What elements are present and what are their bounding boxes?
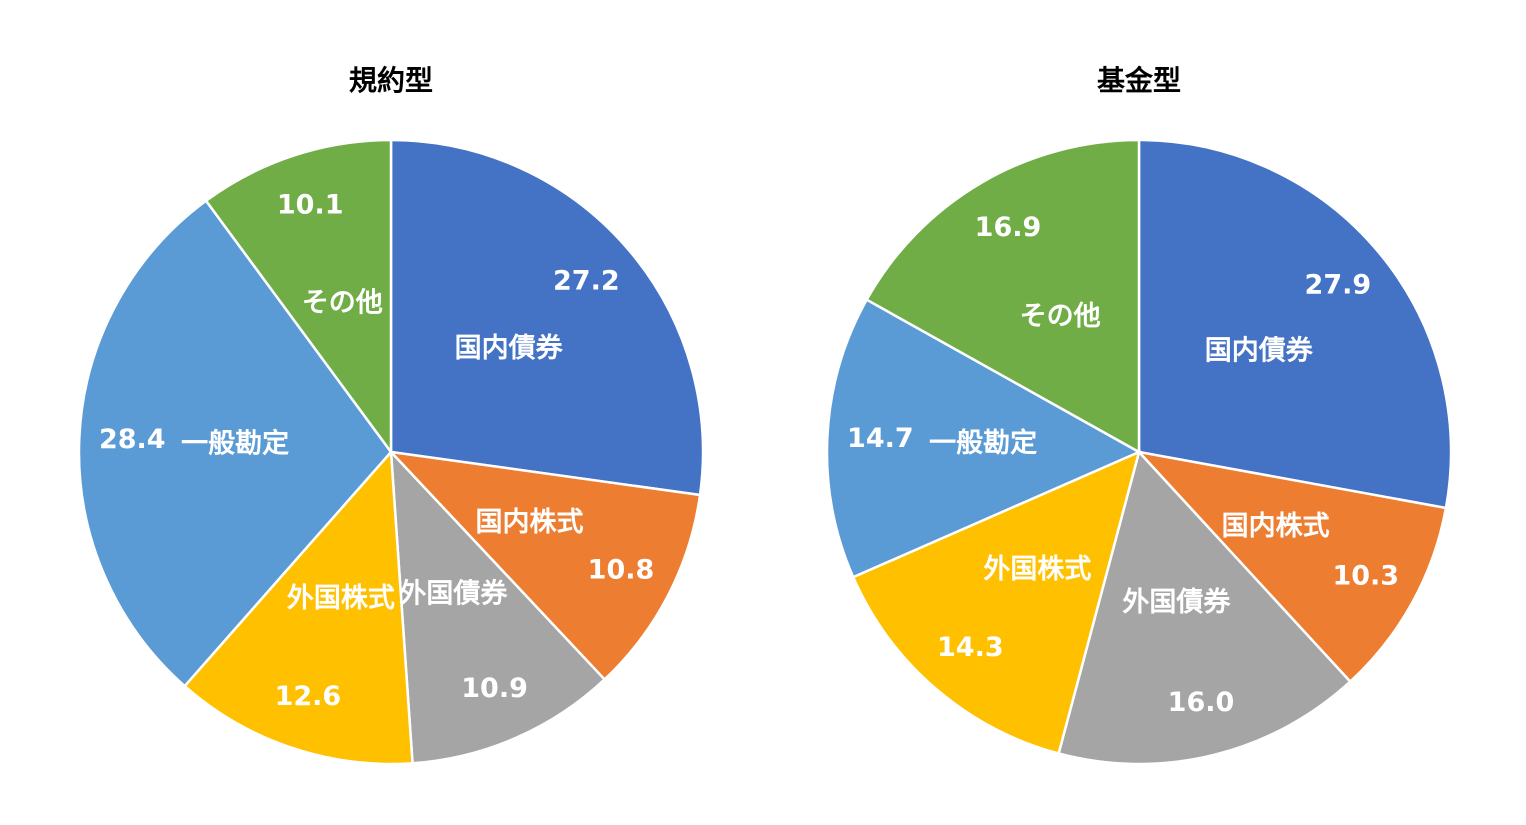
pie-slice: [851, 449, 1141, 756]
chart-title: 規約型: [349, 64, 433, 97]
slice-category-label: 一般勘定: [181, 428, 289, 460]
slice-value-label: 10.9: [461, 673, 528, 704]
slice-value-label: 12.6: [275, 681, 342, 712]
slice-value-label: 14.3: [937, 632, 1004, 663]
slice-value-label: 28.4: [99, 424, 166, 455]
slice-value-label: 27.9: [1305, 270, 1372, 301]
pie-slice: [825, 297, 1142, 579]
slice-value-label: 10.3: [1332, 560, 1399, 591]
pie-slice: [865, 138, 1141, 455]
slice-category-label: 外国債券: [1122, 586, 1231, 618]
pie-slice: [389, 138, 705, 497]
slice-category-label: その他: [302, 287, 383, 318]
slice-category-label: 国内株式: [1222, 511, 1330, 542]
pie-slice: [387, 450, 702, 682]
slice-value-label: 10.1: [277, 189, 344, 220]
pie-slice: [1135, 450, 1448, 684]
pie-slice: [77, 198, 393, 688]
slice-value-label: 27.2: [553, 265, 620, 296]
pie-slice: [1057, 449, 1353, 766]
pie-slice: [182, 448, 414, 766]
slice-category-label: その他: [1020, 301, 1101, 332]
slice-value-label: 10.8: [588, 555, 655, 586]
slice-category-label: 国内債券: [455, 332, 564, 364]
slice-value-label: 16.9: [975, 212, 1042, 243]
slice-category-label: 外国株式: [983, 554, 1091, 585]
slice-value-label: 16.0: [1168, 687, 1235, 718]
slice-category-label: 外国株式: [287, 583, 395, 614]
pie-slice: [1137, 138, 1453, 510]
pie-slice: [389, 448, 607, 765]
pie-slice: [204, 138, 393, 456]
slice-category-label: 一般勘定: [929, 427, 1037, 459]
slice-category-label: 外国債券: [399, 577, 508, 609]
slice-value-label: 14.7: [847, 423, 914, 454]
slice-category-label: 国内株式: [476, 507, 584, 538]
chart-title: 基金型: [1097, 64, 1181, 97]
slice-category-label: 国内債券: [1205, 335, 1314, 367]
